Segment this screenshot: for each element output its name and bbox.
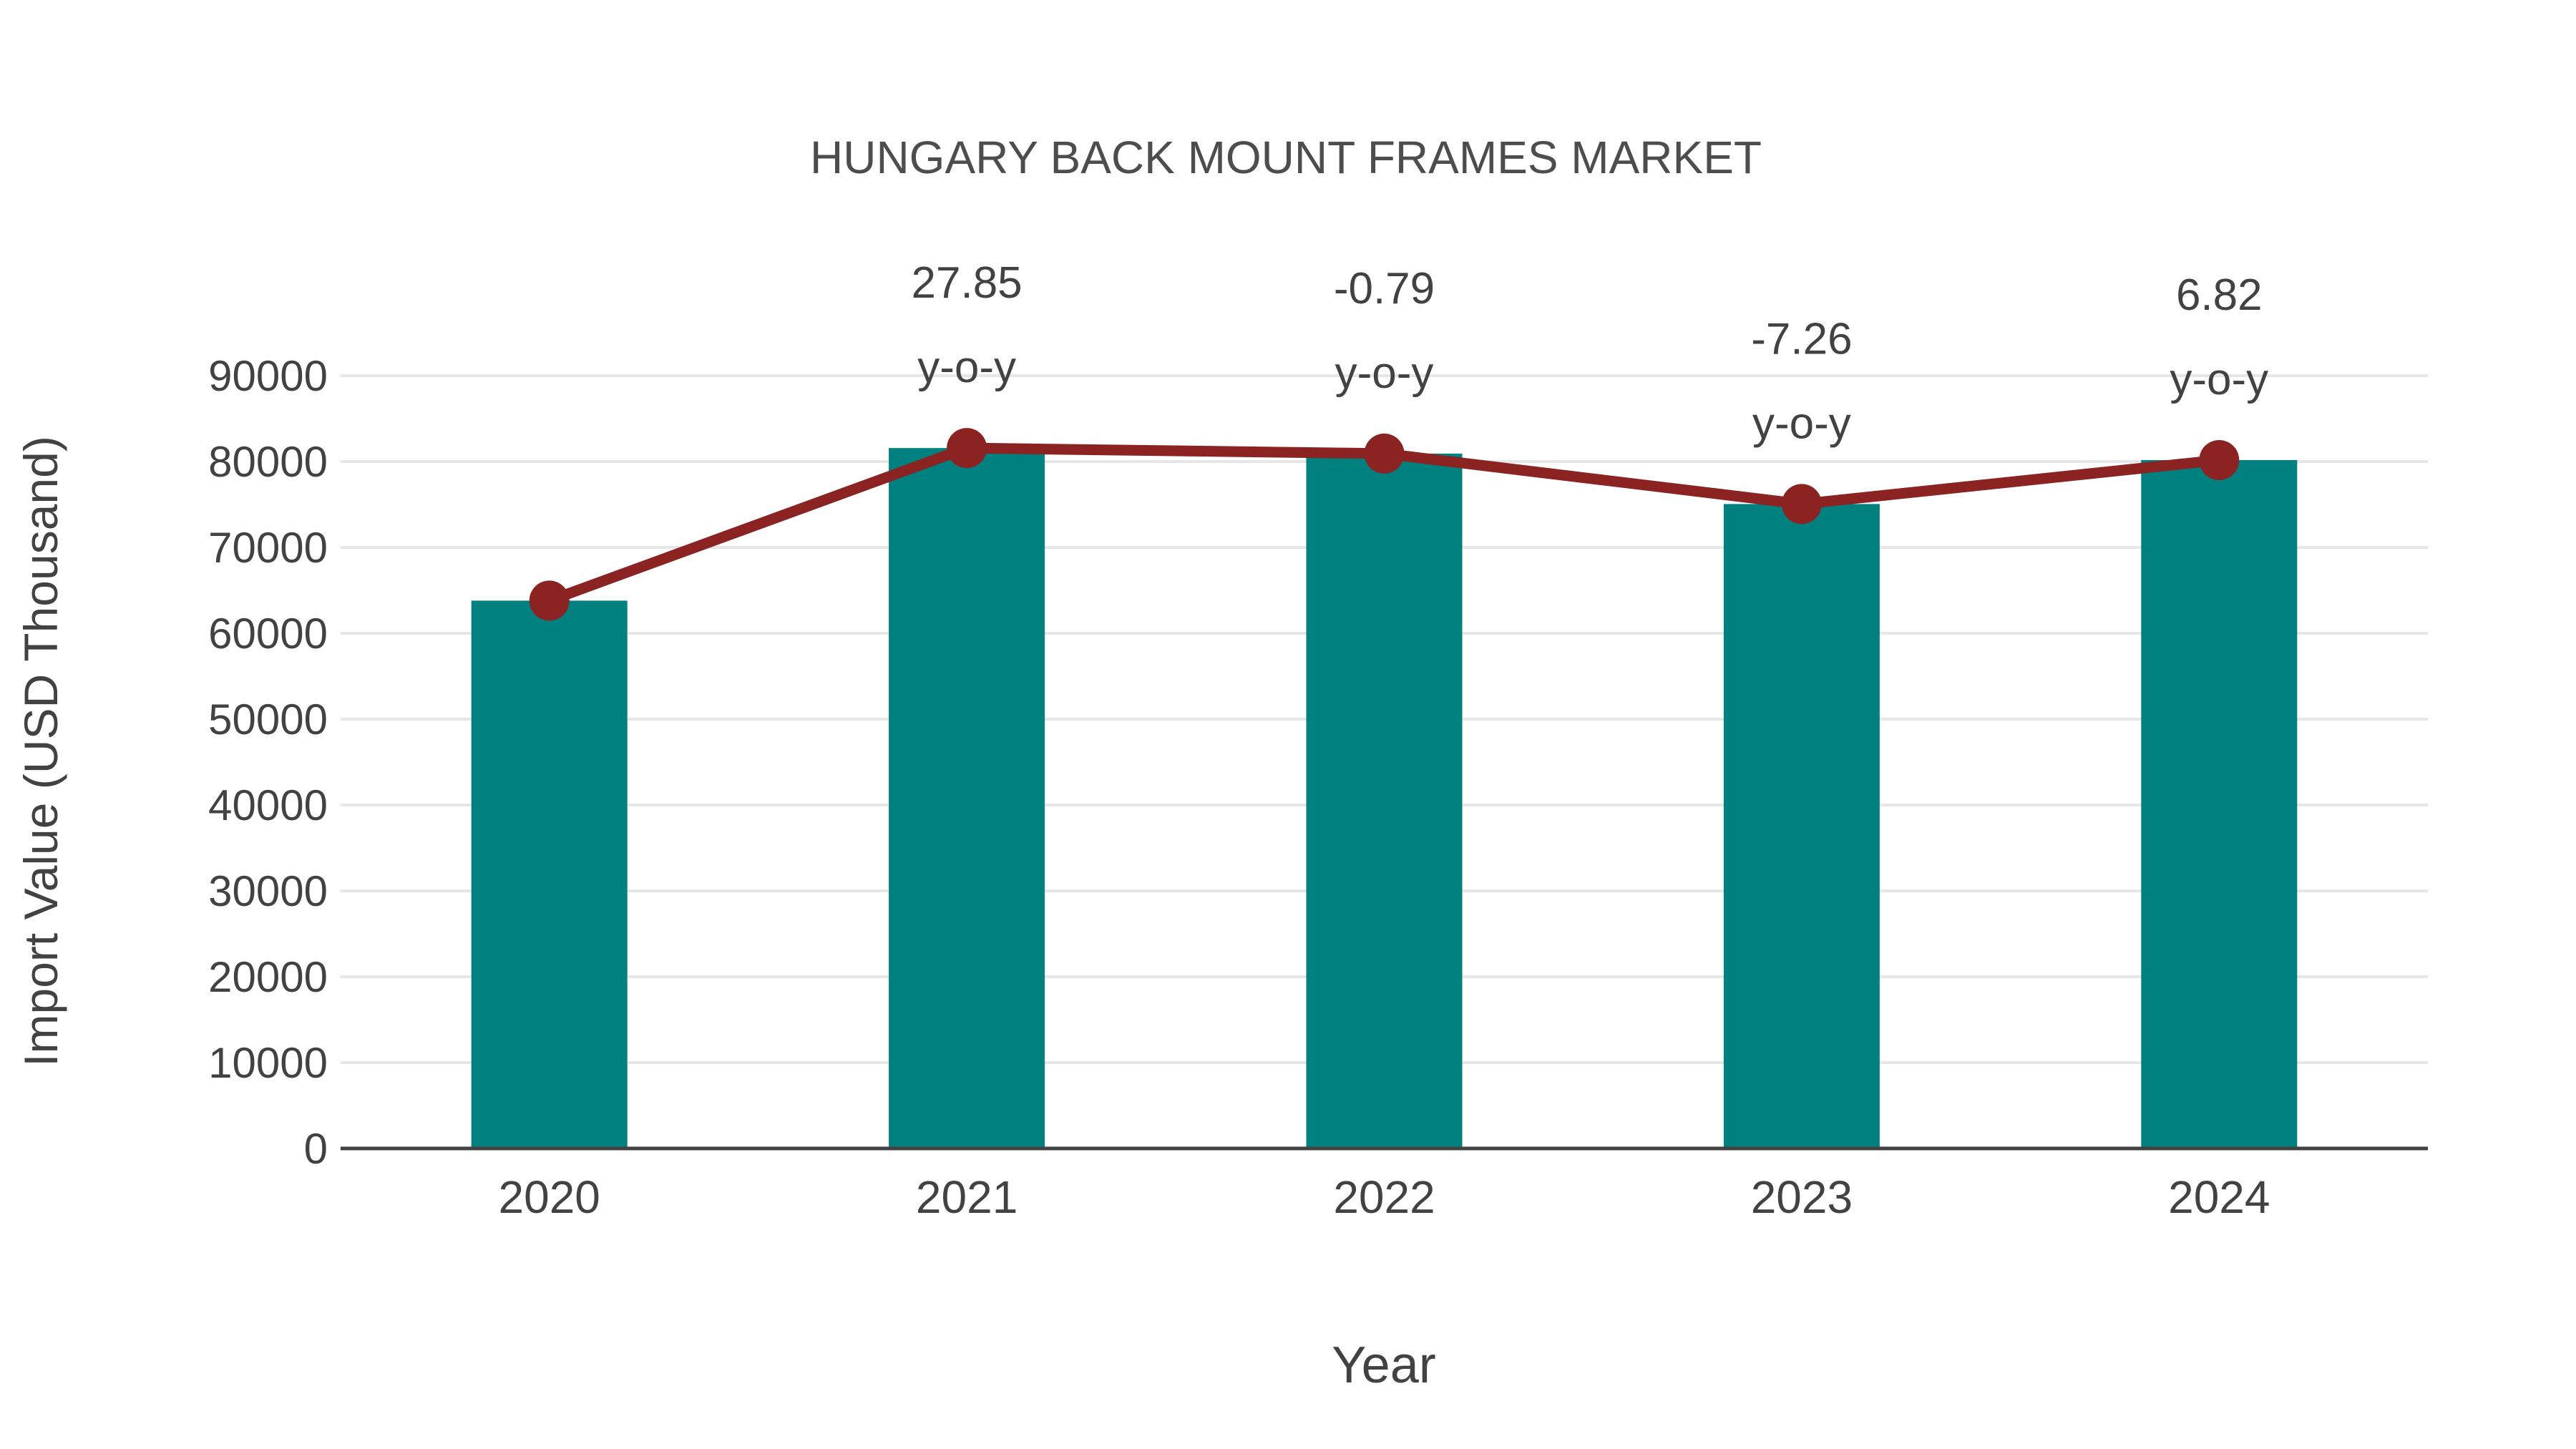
ytick-label-90000: 90000: [208, 352, 328, 400]
ytick-label-40000: 40000: [208, 781, 328, 829]
ytick-label-50000: 50000: [208, 696, 328, 743]
ytick-label-70000: 70000: [208, 524, 328, 572]
annotation-2021-value: 27.85: [912, 258, 1023, 308]
bar-2021: [889, 448, 1045, 1148]
annotation-2024-yoy: y-o-y: [2170, 355, 2268, 404]
annotation-2024-value: 6.82: [2176, 270, 2263, 320]
bar-2022: [1306, 453, 1463, 1148]
xtick-label-2024: 2024: [2168, 1171, 2270, 1223]
line-marker-2022: [1364, 433, 1405, 474]
bar-2023: [1723, 504, 1880, 1148]
ytick-label-0: 0: [304, 1125, 328, 1173]
annotation-2023-value: -7.26: [1751, 314, 1852, 364]
ytick-label-10000: 10000: [208, 1039, 328, 1087]
y-axis-title: Import Value (USD Thousand): [14, 436, 67, 1067]
line-marker-2024: [2199, 439, 2240, 480]
chart-title: HUNGARY BACK MOUNT FRAMES MARKET: [810, 132, 1762, 183]
xtick-label-2022: 2022: [1333, 1171, 1435, 1223]
line-marker-2021: [947, 428, 987, 469]
annotation-2022-yoy: y-o-y: [1335, 348, 1434, 398]
ytick-label-30000: 30000: [208, 867, 328, 915]
xtick-label-2023: 2023: [1751, 1171, 1853, 1223]
xtick-label-2021: 2021: [916, 1171, 1018, 1223]
ytick-label-20000: 20000: [208, 953, 328, 1001]
ytick-label-60000: 60000: [208, 610, 328, 658]
annotation-2022-value: -0.79: [1334, 264, 1435, 313]
ytick-label-80000: 80000: [208, 438, 328, 486]
bar-2020: [471, 600, 628, 1148]
bar-2024: [2141, 459, 2298, 1148]
annotation-2023-yoy: y-o-y: [1752, 399, 1851, 448]
line-marker-2023: [1781, 484, 1822, 525]
annotation-2021-yoy: y-o-y: [917, 343, 1016, 392]
x-axis-title: Year: [1332, 1337, 1435, 1394]
line-marker-2020: [529, 580, 570, 621]
xtick-label-2020: 2020: [499, 1171, 600, 1223]
